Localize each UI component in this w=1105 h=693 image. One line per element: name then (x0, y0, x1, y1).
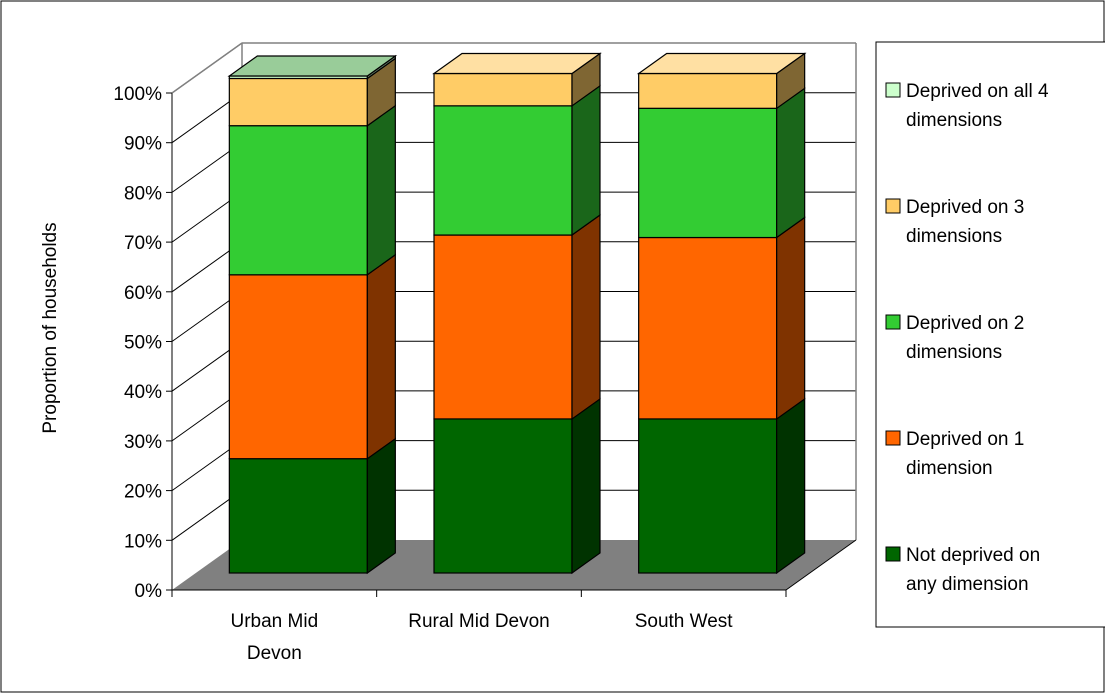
y-tick-label: 100% (113, 84, 162, 105)
x-tick-label: Rural Mid Devon (408, 611, 550, 632)
y-tick-label: 30% (124, 432, 162, 453)
legend-label: Not deprived on any dimension (906, 545, 1040, 595)
bar-segment-front (433, 234, 573, 420)
bar-segment-front (433, 418, 573, 574)
legend-label: Deprived on all 4 dimensions (906, 81, 1049, 131)
bar-segment-side (366, 253, 396, 460)
floor-edge (785, 539, 857, 591)
bar-top (636, 52, 807, 75)
legend-swatch (885, 314, 901, 330)
x-tick-label: South West (635, 611, 734, 632)
bar-top (227, 55, 398, 77)
bar-segment-front (228, 274, 368, 460)
y-tick-label: 40% (124, 382, 162, 403)
y-tick-label: 50% (124, 333, 162, 354)
bar-segment-front (638, 418, 778, 574)
plot-area: 0% 10% 20% 30% 40% 50% 60% 70% 80% 90% 100% Urban M… (113, 42, 857, 664)
bar-segment-side (571, 397, 601, 575)
legend-swatch (885, 198, 901, 214)
legend-label: Deprived on 1 dimension (906, 429, 1024, 479)
legend-swatch (885, 546, 901, 562)
y-tick-label: 10% (124, 531, 162, 552)
legend-swatch (885, 82, 901, 98)
y-tick-label: 0% (135, 581, 163, 602)
legend: Deprived on all 4 dimensions Deprived on 3… (875, 41, 1105, 628)
legend-swatch (885, 430, 901, 446)
legend-label: Deprived on 2 dimensions (906, 313, 1024, 363)
bar-segment-side (366, 437, 396, 575)
x-tick-label: Urban Mid Devon (231, 611, 319, 664)
bar-segment-front (228, 458, 368, 574)
bar-segment-side (776, 87, 806, 239)
y-tick-label: 20% (124, 482, 162, 503)
y-tick-label: 70% (124, 233, 162, 254)
bar-segment-front (638, 107, 778, 239)
bar-segment-front (433, 105, 573, 236)
wall-edge (171, 42, 243, 94)
y-tick-label: 60% (124, 283, 162, 304)
bar-segment-front (228, 125, 368, 276)
legend-label: Deprived on 3 dimensions (906, 197, 1024, 247)
bar-segment-side (366, 104, 396, 276)
y-tick-label: 90% (124, 134, 162, 155)
legend-box (875, 41, 1105, 628)
bar-top (432, 52, 602, 75)
bar-segment-side (776, 216, 806, 421)
bar-segment-front (433, 72, 573, 107)
bar-segment-front (638, 236, 778, 420)
y-axis-label: Proportion of households (40, 222, 61, 433)
bar-segment-side (571, 84, 601, 237)
bar-segment-front (228, 77, 368, 127)
y-tick-label: 80% (124, 183, 162, 204)
bar-segment-side (776, 397, 806, 575)
bar-segment-side (571, 213, 601, 421)
bar-segment-front (638, 72, 778, 109)
